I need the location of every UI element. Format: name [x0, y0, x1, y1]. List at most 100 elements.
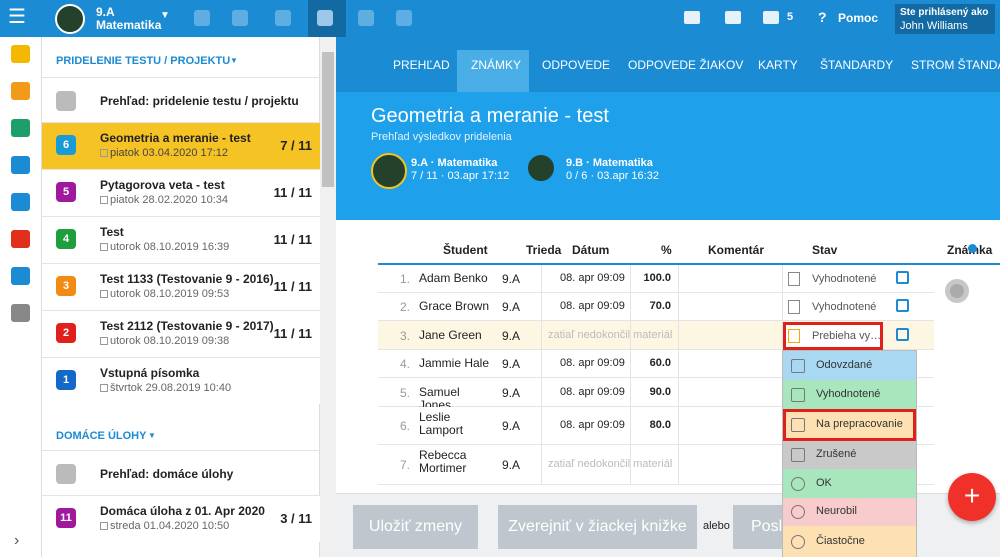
section-heading[interactable]: DOMÁCE ÚLOHY — [56, 430, 147, 442]
student-name[interactable]: Jane Green — [419, 327, 482, 342]
student-class: 9.A — [502, 328, 521, 343]
status-option[interactable]: Zrušené — [783, 441, 916, 469]
or-label: alebo — [703, 520, 730, 532]
assignment-score: 11 / 11 — [273, 185, 312, 200]
date-cell — [541, 407, 631, 445]
overview-title: Prehľad: pridelenie testu / projektu — [100, 94, 299, 108]
assignment-item[interactable]: 1 Vstupná písomka štvrtok 29.08.2019 10:40 — [42, 357, 320, 404]
status-option[interactable]: Odovzdané — [783, 351, 916, 380]
section-heading[interactable]: PRIDELENIE TESTU / PROJEKTU — [56, 55, 231, 67]
collapse-arrow[interactable]: › — [14, 532, 20, 549]
status-cell[interactable]: Vyhodnotené — [783, 293, 883, 320]
comment-cell[interactable] — [678, 407, 783, 445]
user-box[interactable]: Ste prihlásený ako John Williams — [895, 4, 995, 34]
menu-button[interactable]: ☰ — [8, 6, 26, 28]
status-cell[interactable]: Prebieha vy… — [783, 322, 883, 350]
date-value: 08. apr 09:09 — [560, 300, 625, 312]
assignment-score: 11 / 11 — [273, 326, 312, 341]
side-icon[interactable] — [11, 230, 30, 248]
side-icon[interactable] — [11, 82, 30, 100]
comment-cell[interactable] — [678, 293, 783, 321]
side-icon[interactable] — [11, 304, 30, 322]
student-name[interactable]: Adam Benko — [419, 271, 488, 285]
class-avatar[interactable] — [526, 153, 556, 183]
assignment-item[interactable]: 5 Pytagorova veta - test piatok 28.02.2020… — [42, 169, 320, 216]
student-name[interactable]: Jammie Hale — [419, 356, 490, 370]
assignment-score: 11 / 11 — [273, 279, 312, 294]
open-link-icon[interactable] — [896, 299, 909, 312]
side-icon[interactable] — [11, 156, 30, 174]
scroll-thumb[interactable] — [322, 52, 334, 187]
nav-icon[interactable] — [232, 10, 248, 26]
comment-cell[interactable] — [678, 265, 783, 293]
assignment-date: streda 01.04.2020 10:50 — [110, 520, 230, 532]
tab[interactable]: PREHĽAD — [393, 58, 450, 72]
status-option[interactable]: Vyhodnotené — [783, 380, 916, 409]
class-caret[interactable]: ▼ — [160, 10, 170, 21]
assignment-item[interactable]: 4 Test utorok 08.10.2019 16:39 11 / 11 — [42, 216, 320, 263]
assignment-item[interactable]: 2 Test 2112 (Testovanie 9 - 2017) utorok 0… — [42, 310, 320, 357]
status-option[interactable]: Neurobil — [783, 498, 916, 526]
assignment-date: utorok 08.10.2019 09:38 — [110, 335, 230, 347]
percent-value: 70.0 — [649, 300, 671, 312]
class-name[interactable]: 9.A · Matematika — [411, 157, 498, 169]
publish-button[interactable]: Zverejniť v žiackej knižke — [498, 505, 697, 549]
header-area — [336, 92, 1000, 220]
side-icon[interactable] — [11, 119, 30, 137]
assignment-item[interactable]: 3 Test 1133 (Testovanie 9 - 2016) utorok 0… — [42, 263, 320, 310]
tab[interactable]: ZNÁMKY — [471, 58, 522, 72]
comment-cell[interactable] — [678, 321, 783, 350]
tab-bar — [336, 37, 1000, 92]
student-name[interactable]: Grace Brown — [419, 299, 490, 313]
tab[interactable]: STROM ŠTANDARDOV — [911, 58, 1000, 72]
nav-icon[interactable] — [317, 10, 333, 26]
overview-item[interactable]: Prehľad: pridelenie testu / projektu — [42, 77, 320, 123]
send-button[interactable]: Posl — [733, 505, 793, 549]
assignment-date: štvrtok 29.08.2019 10:40 — [110, 382, 232, 394]
student-name[interactable]: Rebecca Mortimer — [419, 448, 467, 475]
add-button[interactable]: + — [948, 473, 996, 521]
subject-name[interactable]: Matematika — [96, 18, 162, 32]
grade-gear[interactable] — [945, 279, 969, 303]
comment-cell[interactable] — [678, 445, 783, 485]
status-option-label: Neurobil — [816, 505, 857, 517]
nav-icon[interactable] — [396, 10, 412, 26]
tab[interactable]: ODPOVEDE ŽIAKOV — [628, 58, 744, 72]
toolbar-icon[interactable] — [684, 11, 700, 24]
open-link-icon[interactable] — [896, 271, 909, 284]
table-row: 3. Jane Green 9.A zatiaľ nedokončil materiá… — [378, 321, 934, 350]
open-link-icon[interactable] — [896, 327, 909, 341]
comment-cell[interactable] — [678, 350, 783, 378]
toolbar-icon[interactable] — [763, 11, 779, 24]
class-name[interactable]: 9.A — [96, 5, 115, 19]
tab[interactable]: KARTY — [758, 58, 798, 72]
grade-settings-icon — [968, 244, 977, 253]
class-avatar — [55, 4, 85, 34]
tab[interactable]: ŠTANDARDY — [820, 58, 894, 72]
tab[interactable]: ODPOVEDE — [542, 58, 611, 72]
nav-icon[interactable] — [358, 10, 374, 26]
student-class: 9.A — [502, 458, 521, 472]
assignment-item[interactable]: 11 Domáca úloha z 01. Apr 2020 streda 01.0… — [42, 495, 320, 542]
percent-value: 60.0 — [649, 357, 671, 369]
status-cell[interactable]: Vyhodnotené — [783, 265, 883, 292]
nav-icon[interactable] — [275, 10, 291, 26]
save-button[interactable]: Uložiť zmeny — [353, 505, 478, 549]
column-header: Komentár — [708, 243, 765, 257]
student-name[interactable]: Leslie Lamport — [419, 410, 464, 437]
side-icon[interactable] — [11, 193, 30, 211]
status-option[interactable]: Na prepracovanie — [783, 409, 916, 441]
class-name[interactable]: 9.B · Matematika — [566, 157, 653, 169]
comment-cell[interactable] — [678, 378, 783, 407]
help-icon[interactable]: ? — [818, 9, 827, 25]
overview-item[interactable]: Prehľad: domáce úlohy — [42, 450, 320, 496]
class-avatar[interactable] — [371, 153, 407, 189]
help-link[interactable]: Pomoc — [838, 11, 879, 25]
status-option[interactable]: OK — [783, 469, 916, 498]
assignment-item[interactable]: 6 Geometria a meranie - test piatok 03.04.… — [42, 122, 320, 169]
side-icon[interactable] — [11, 45, 30, 63]
side-icon[interactable] — [11, 267, 30, 285]
status-option[interactable]: Čiastočne — [783, 526, 916, 557]
toolbar-icon[interactable] — [725, 11, 741, 24]
nav-icon[interactable] — [194, 10, 210, 26]
